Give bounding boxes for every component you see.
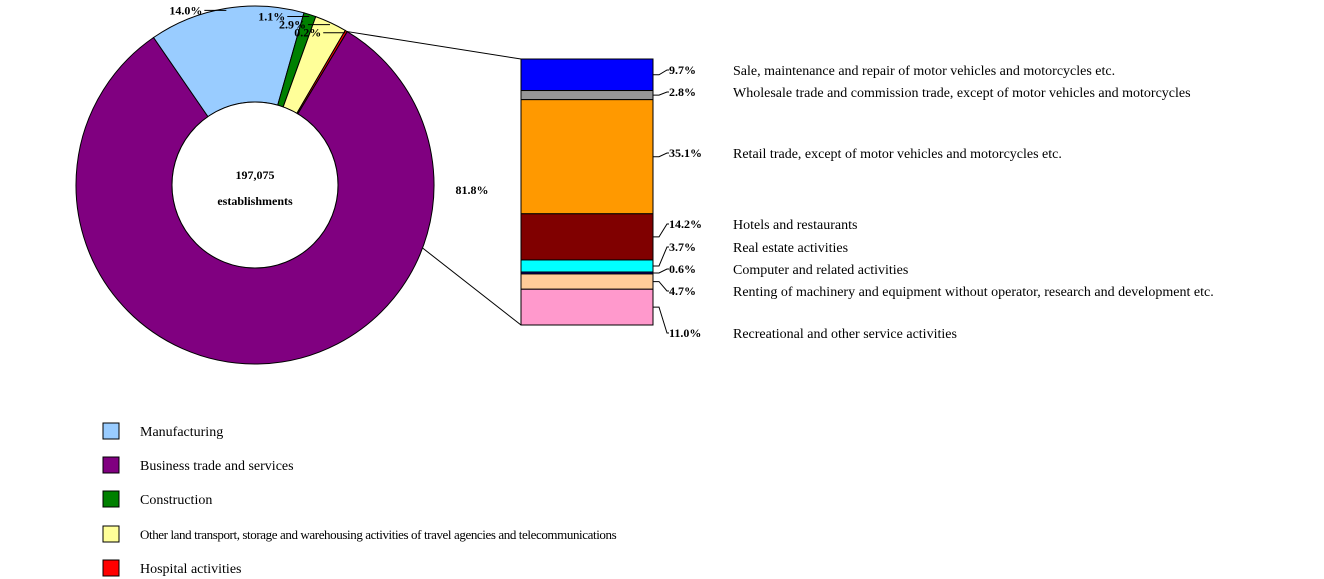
- bar-value-label: 0.6%: [669, 262, 696, 276]
- legend: Manufacturing Business trade and services…: [102, 422, 617, 577]
- legend-label: Other land transport, storage and wareho…: [140, 527, 617, 542]
- bar-value-label: 3.7%: [669, 240, 696, 254]
- bar-category-label: Hotels and restaurants: [733, 218, 857, 233]
- bar-value-label: 14.2%: [669, 217, 702, 231]
- bar-category-label: Computer and related activities: [733, 263, 908, 278]
- bar-leader-line: [653, 91, 669, 96]
- legend-label: Business trade and services: [140, 459, 294, 474]
- donut-hole: [171, 101, 339, 269]
- bar-segment-real-estate-activities: [520, 259, 654, 273]
- center-total-value: 197,075: [236, 168, 275, 182]
- bar-category-label: Retail trade, except of motor vehicles a…: [733, 147, 1062, 162]
- bar-segment-recreational-and-other-service-activitie: [520, 288, 654, 326]
- legend-label: Hospital activities: [140, 562, 241, 577]
- bar-category-label: Sale, maintenance and repair of motor ve…: [733, 64, 1115, 79]
- bar-category-label: Wholesale trade and commission trade, ex…: [733, 86, 1191, 101]
- bar-leader-line: [653, 223, 669, 238]
- legend-swatch-construction: [102, 490, 120, 508]
- bar-segment-hotels-and-restaurants: [520, 213, 654, 261]
- donut-value-label: 14.0%: [169, 3, 202, 17]
- donut-value-label: 0.2%: [294, 26, 321, 40]
- bar-segment-retail-trade-except-of-motor-vehicles-an: [520, 99, 654, 215]
- bar-leader-line: [653, 268, 669, 274]
- bar-segment-sale-maintenance-and-repair-of-motor-veh: [520, 58, 654, 92]
- bar-segment-wholesale-trade-and-commission-trade-exc: [520, 90, 654, 101]
- legend-swatch-other-land-transport-storage-and-warehou: [102, 525, 120, 543]
- bar-segment-renting-of-machinery-and-equipment-witho: [520, 273, 654, 290]
- bar-leader-line: [653, 69, 669, 76]
- bar-leader-line: [653, 281, 669, 292]
- center-total-label: establishments: [217, 194, 293, 208]
- legend-label: Manufacturing: [140, 425, 223, 440]
- donut-value-label: 81.8%: [456, 183, 489, 197]
- donut-value-label: 1.1%: [258, 10, 285, 24]
- legend-swatch-manufacturing: [102, 422, 120, 440]
- bar-value-label: 11.0%: [669, 326, 701, 340]
- legend-label: Construction: [140, 493, 212, 508]
- bar-category-label: Renting of machinery and equipment witho…: [733, 285, 1214, 300]
- bar-value-label: 2.8%: [669, 85, 696, 99]
- breakdown-labels: 9.7% Sale, maintenance and repair of moto…: [653, 63, 1214, 342]
- bar-category-label: Real estate activities: [733, 241, 848, 256]
- bar-value-label: 4.7%: [669, 284, 696, 298]
- legend-swatch-business-trade-and-services: [102, 456, 120, 474]
- connector-line-top: [347, 31, 522, 60]
- bar-value-label: 35.1%: [669, 146, 702, 160]
- bar-value-label: 9.7%: [669, 63, 696, 77]
- donut-value-label: 2.9%: [279, 18, 306, 32]
- bar-category-label: Recreational and other service activitie…: [733, 327, 957, 342]
- breakdown-stacked-bar: [520, 58, 654, 326]
- bar-leader-line: [653, 246, 669, 267]
- bar-leader-line: [653, 306, 669, 334]
- donut-labels: 81.8% 14.0% 1.1%2.9%0.2%: [169, 3, 488, 197]
- legend-swatch-hospital-activities: [102, 559, 120, 577]
- bar-leader-line: [653, 152, 669, 158]
